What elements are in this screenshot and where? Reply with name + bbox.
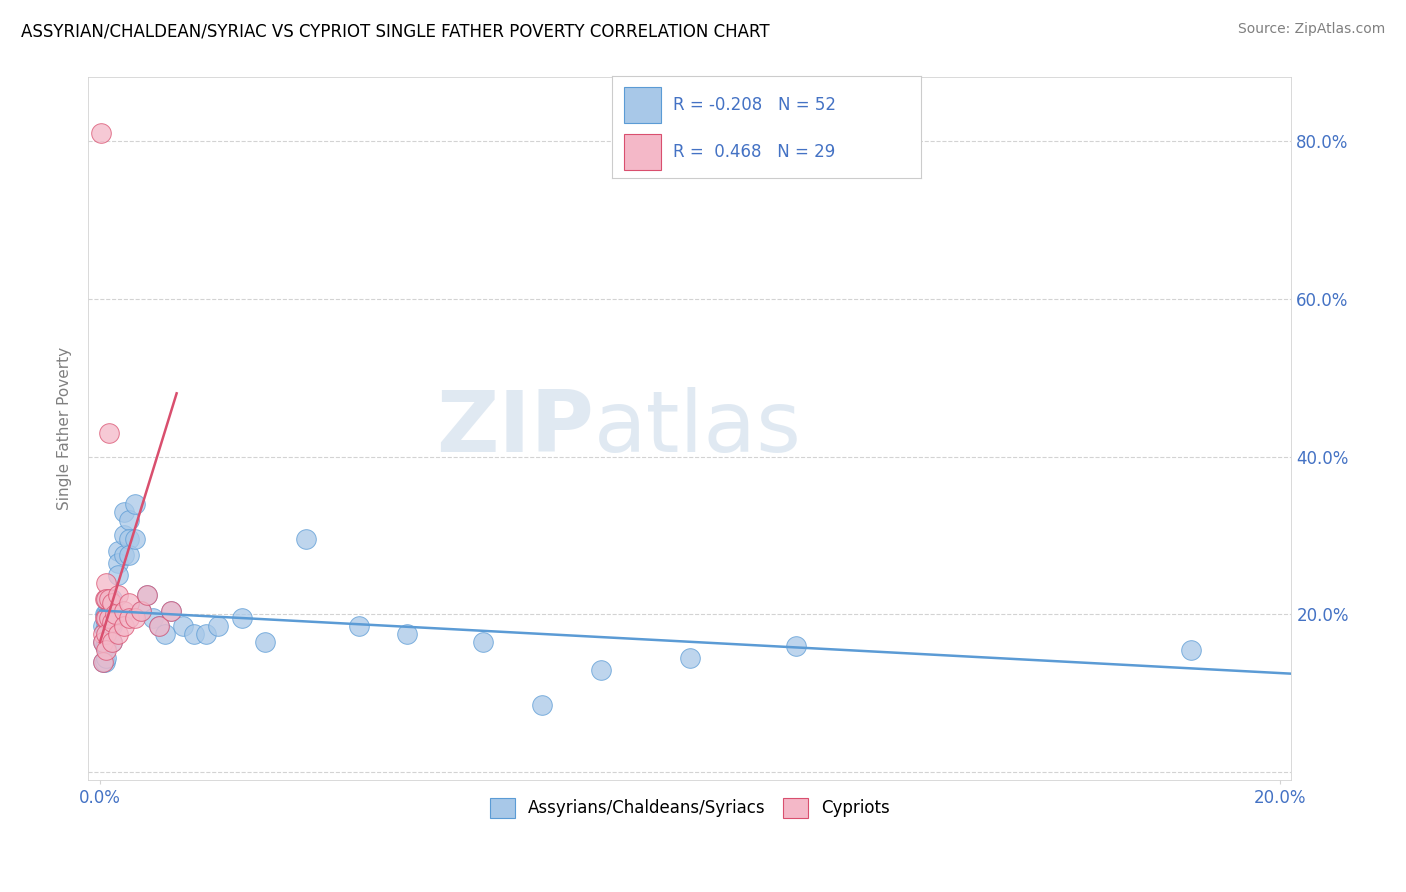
Point	[785, 639, 807, 653]
Point	[93, 611, 115, 625]
Point	[142, 611, 165, 625]
Point	[395, 627, 418, 641]
Point	[93, 655, 115, 669]
Point	[118, 533, 141, 547]
Point	[124, 611, 146, 625]
Point	[124, 497, 146, 511]
Point	[94, 611, 117, 625]
Point	[107, 544, 129, 558]
Point	[100, 596, 122, 610]
Point	[91, 627, 114, 641]
Point	[100, 615, 122, 630]
Point	[118, 611, 141, 625]
Point	[91, 635, 114, 649]
Point	[129, 603, 152, 617]
Point	[94, 615, 117, 630]
Point	[207, 619, 229, 633]
Point	[107, 588, 129, 602]
Point	[94, 639, 117, 653]
Point	[94, 627, 117, 641]
Point	[97, 596, 120, 610]
Point	[295, 533, 318, 547]
Point	[91, 655, 114, 669]
Point	[153, 627, 176, 641]
Point	[112, 505, 135, 519]
Point	[129, 603, 152, 617]
Point	[349, 619, 371, 633]
Point	[93, 607, 115, 622]
Point	[107, 627, 129, 641]
Bar	[624, 135, 661, 170]
Point	[91, 619, 114, 633]
Point	[104, 607, 127, 622]
Point	[118, 548, 141, 562]
Point	[97, 425, 120, 440]
Point	[118, 596, 141, 610]
Point	[100, 607, 122, 622]
Point	[93, 591, 115, 606]
Point	[148, 619, 170, 633]
Bar	[624, 87, 661, 123]
Point	[1180, 643, 1202, 657]
Point	[94, 607, 117, 622]
Point	[91, 635, 114, 649]
Point	[93, 624, 115, 638]
Point	[93, 639, 115, 653]
Text: R =  0.468   N = 29: R = 0.468 N = 29	[673, 144, 835, 161]
Text: ASSYRIAN/CHALDEAN/SYRIAC VS CYPRIOT SINGLE FATHER POVERTY CORRELATION CHART: ASSYRIAN/CHALDEAN/SYRIAC VS CYPRIOT SING…	[21, 22, 769, 40]
Point	[172, 619, 194, 633]
Legend: Assyrians/Chaldeans/Syriacs, Cypriots: Assyrians/Chaldeans/Syriacs, Cypriots	[484, 791, 897, 825]
Y-axis label: Single Father Poverty: Single Father Poverty	[58, 347, 72, 510]
Text: ZIP: ZIP	[436, 387, 593, 470]
Point	[100, 591, 122, 606]
Point	[94, 643, 117, 657]
Point	[97, 627, 120, 641]
Point	[94, 591, 117, 606]
Point	[91, 655, 114, 669]
Point	[90, 126, 112, 140]
Point	[136, 588, 159, 602]
Text: R = -0.208   N = 52: R = -0.208 N = 52	[673, 96, 837, 114]
Point	[118, 513, 141, 527]
Point	[112, 528, 135, 542]
Point	[97, 591, 120, 606]
Text: Source: ZipAtlas.com: Source: ZipAtlas.com	[1237, 22, 1385, 37]
Point	[159, 603, 181, 617]
Point	[159, 603, 181, 617]
Point	[100, 619, 122, 633]
Point	[112, 548, 135, 562]
Point	[195, 627, 218, 641]
Point	[94, 591, 117, 606]
Point	[254, 635, 277, 649]
Point	[124, 533, 146, 547]
Point	[136, 588, 159, 602]
Point	[97, 611, 120, 625]
Point	[97, 611, 120, 625]
Point	[107, 556, 129, 570]
Point	[148, 619, 170, 633]
Point	[94, 627, 117, 641]
Point	[107, 568, 129, 582]
Point	[679, 651, 702, 665]
Point	[231, 611, 253, 625]
Point	[100, 635, 122, 649]
Point	[112, 619, 135, 633]
Point	[183, 627, 205, 641]
Point	[94, 575, 117, 590]
Point	[591, 663, 613, 677]
Point	[531, 698, 554, 713]
Point	[100, 635, 122, 649]
Text: atlas: atlas	[593, 387, 801, 470]
Point	[112, 603, 135, 617]
Point	[472, 635, 495, 649]
Point	[94, 651, 117, 665]
